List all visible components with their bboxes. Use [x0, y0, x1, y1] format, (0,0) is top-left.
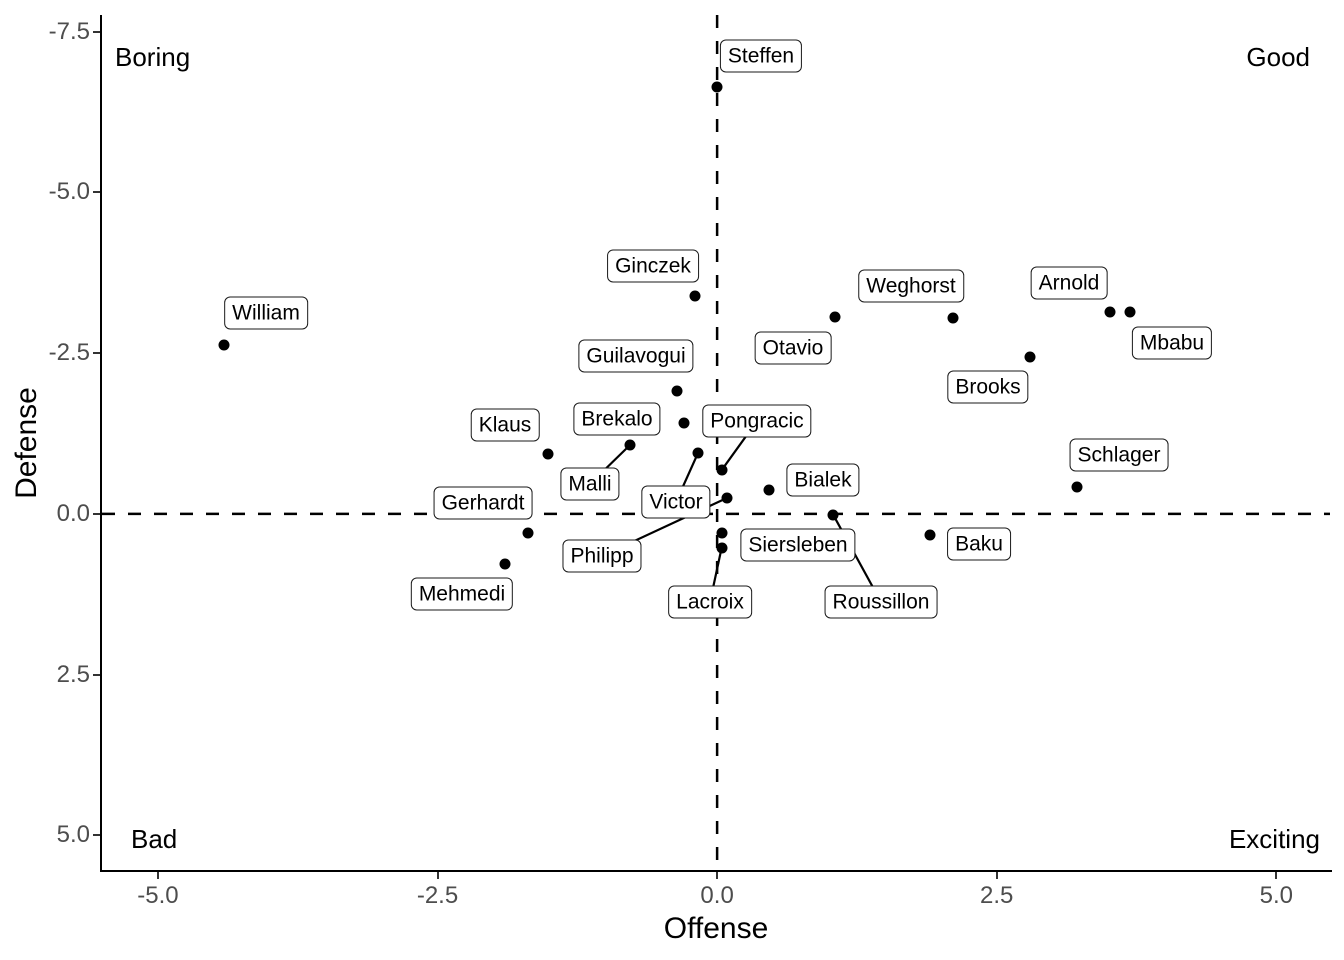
- data-point-pongracic: [716, 464, 728, 476]
- data-point-lacroix: [716, 542, 728, 554]
- y-tick-label: -2.5: [48, 339, 90, 367]
- data-point-otavio: [829, 311, 841, 323]
- x-tick-mark: [156, 872, 159, 879]
- point-label-brekalo: Brekalo: [573, 402, 661, 436]
- point-label-mbabu: Mbabu: [1131, 326, 1213, 360]
- point-label-philipp: Philipp: [562, 539, 642, 573]
- y-tick-label: -5.0: [48, 178, 90, 206]
- data-point-william: [218, 339, 230, 351]
- y-tick-label: 0.0: [56, 499, 90, 527]
- point-label-mehmedi: Mehmedi: [410, 577, 514, 611]
- y-tick-label: 5.0: [56, 821, 90, 849]
- y-tick-label: 2.5: [56, 660, 90, 688]
- quadrant-label-bottom-left: Bad: [131, 824, 178, 854]
- y-axis-line: [100, 15, 102, 872]
- point-label-victor: Victor: [641, 485, 711, 519]
- quadrant-label-top-left: Boring: [115, 42, 191, 72]
- data-point-brooks: [1024, 351, 1036, 363]
- x-axis-line: [100, 870, 1332, 872]
- data-point-gerhardt: [522, 527, 534, 539]
- point-label-brooks: Brooks: [947, 370, 1029, 404]
- data-point-weghorst: [947, 312, 959, 324]
- x-tick-mark: [1275, 872, 1278, 879]
- point-label-william: William: [224, 296, 308, 330]
- y-tick-mark: [93, 191, 100, 194]
- quadrant-label-top-right: Good: [1246, 42, 1310, 72]
- x-tick-label: 0.0: [700, 882, 734, 909]
- point-label-ginczek: Ginczek: [607, 249, 699, 283]
- y-tick-mark: [93, 512, 100, 515]
- data-point-arnold: [1104, 306, 1116, 318]
- data-point-siersleben: [716, 527, 728, 539]
- x-tick-mark: [716, 872, 719, 879]
- y-tick-mark: [93, 673, 100, 676]
- point-label-steffen: Steffen: [719, 39, 803, 73]
- y-tick-mark: [93, 30, 100, 33]
- data-point-klaus: [542, 448, 554, 460]
- point-label-lacroix: Lacroix: [668, 585, 752, 619]
- data-point-victor: [692, 447, 704, 459]
- point-label-weghorst: Weghorst: [858, 269, 964, 303]
- data-point-brekalo: [678, 417, 690, 429]
- x-tick-label: -2.5: [416, 882, 459, 909]
- x-tick-label: 2.5: [980, 882, 1014, 909]
- x-tick-label: -5.0: [137, 882, 179, 909]
- y-tick-mark: [93, 352, 100, 355]
- data-point-roussillon: [827, 509, 839, 521]
- x-tick-mark: [995, 872, 998, 879]
- data-point-steffen: [711, 81, 723, 93]
- y-tick-mark: [93, 834, 100, 837]
- data-point-baku: [924, 529, 936, 541]
- point-label-baku: Baku: [947, 527, 1011, 561]
- x-tick-label: 5.0: [1259, 882, 1293, 909]
- data-point-bialek: [763, 484, 775, 496]
- x-tick-mark: [436, 872, 439, 879]
- point-label-guilavogui: Guilavogui: [578, 339, 694, 373]
- quadrant-label-bottom-right: Exciting: [1228, 824, 1320, 854]
- point-label-arnold: Arnold: [1030, 266, 1108, 300]
- point-label-schlager: Schlager: [1069, 438, 1169, 472]
- point-label-malli: Malli: [560, 467, 620, 501]
- y-tick-label: -7.5: [48, 17, 90, 45]
- data-point-philipp: [721, 492, 733, 504]
- point-label-roussillon: Roussillon: [824, 585, 938, 619]
- x-axis-title: Offense: [663, 912, 769, 945]
- point-label-bialek: Bialek: [786, 463, 860, 497]
- point-label-klaus: Klaus: [470, 408, 540, 442]
- data-point-guilavogui: [671, 385, 683, 397]
- point-label-otavio: Otavio: [754, 331, 832, 365]
- data-point-mehmedi: [499, 558, 511, 570]
- data-point-malli: [624, 439, 636, 451]
- data-point-schlager: [1071, 481, 1083, 493]
- data-point-ginczek: [689, 290, 701, 302]
- point-label-gerhardt: Gerhardt: [433, 486, 533, 520]
- point-label-siersleben: Siersleben: [740, 528, 856, 562]
- data-point-mbabu: [1124, 306, 1136, 318]
- point-label-pongracic: Pongracic: [702, 404, 812, 438]
